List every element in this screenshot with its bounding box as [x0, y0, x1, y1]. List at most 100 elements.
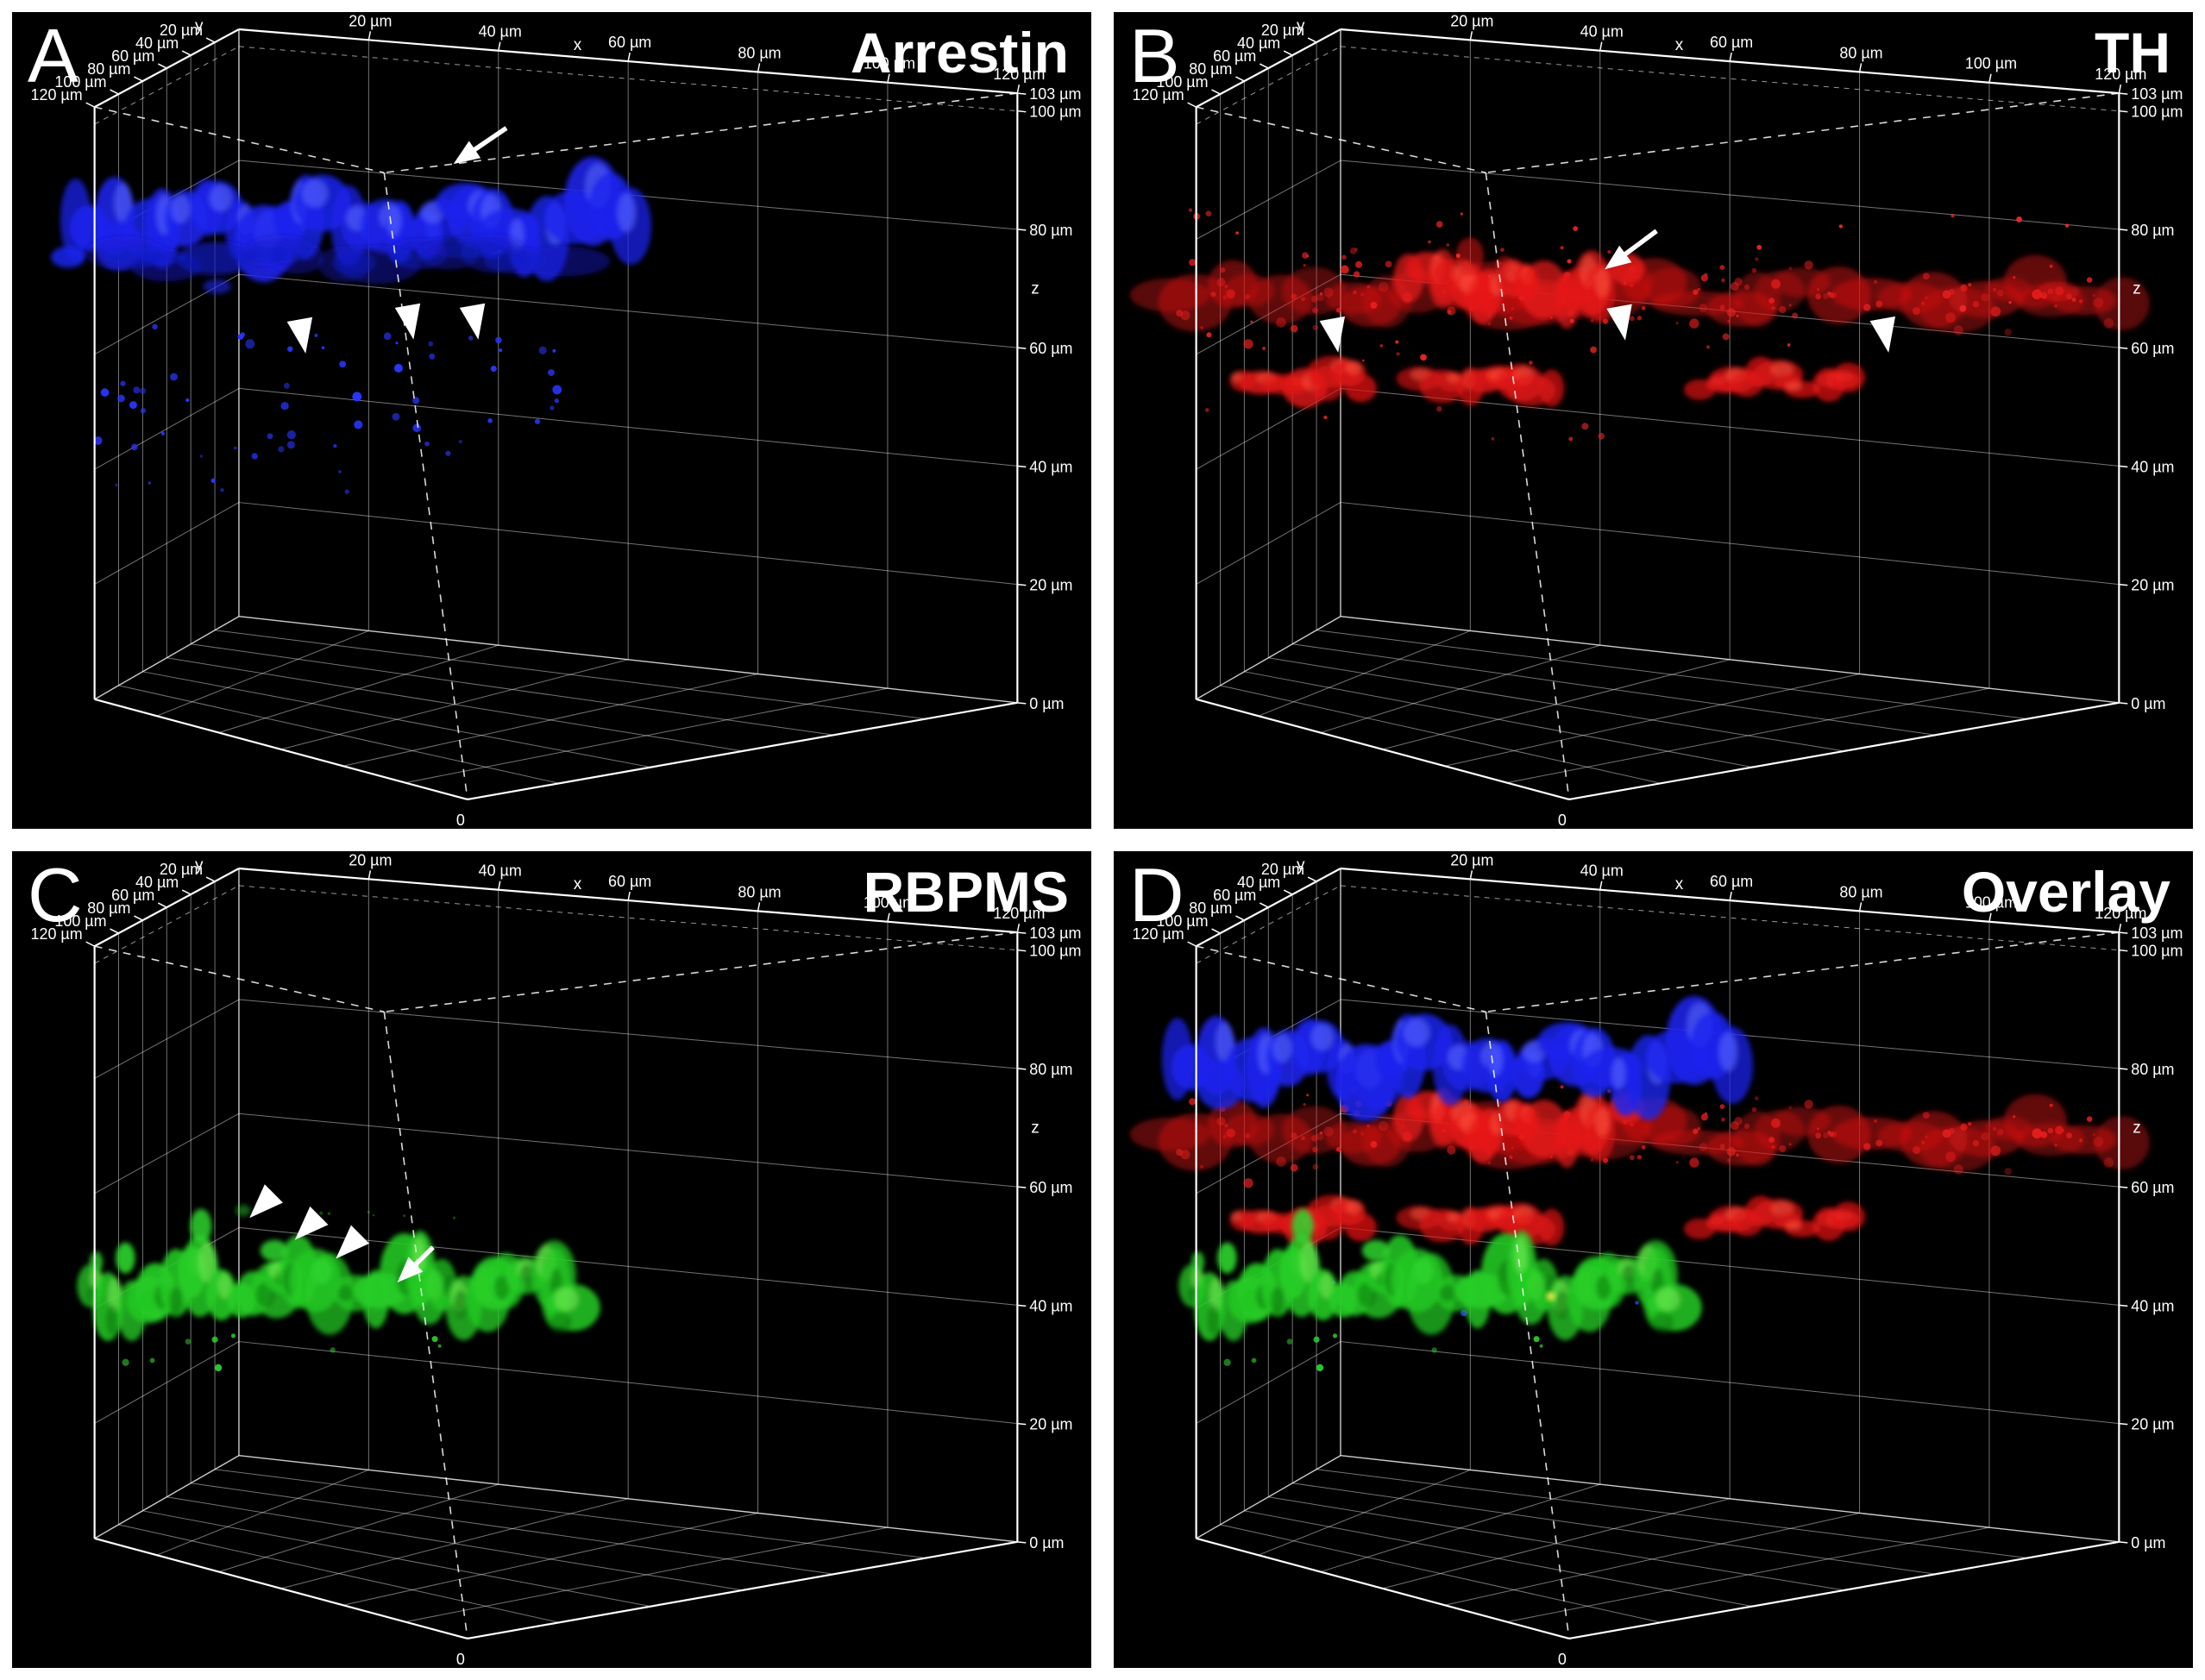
axis-tick-label: 103 µm [1029, 85, 1081, 103]
axis-tick-label: 40 µm [1237, 874, 1280, 891]
axis-tick-label: 20 µm [160, 22, 203, 39]
panel-overlay: 20 µm 40 µm 60 µm 80 µm 100 µm 120 µm 20 µm 40 … [1114, 851, 2193, 1668]
fluorescence-signal [1129, 208, 2150, 442]
axis-tick-label: 60 µm [111, 887, 154, 904]
panel-arrestin: 20 µm 40 µm 60 µm 80 µm 100 µm 120 µm 20 µm 40 … [12, 12, 1091, 829]
axis-tick-label: 80 µm [1029, 1061, 1072, 1078]
x-axis-letter: x [574, 36, 582, 54]
axis-tick-label: 120 µm [2095, 66, 2146, 83]
axis-tick-label: 100 µm [54, 73, 106, 91]
fluorescence-band [1229, 1194, 1377, 1248]
axis-tick-label: 60 µm [1213, 887, 1256, 904]
origin-label: 0 [456, 812, 465, 829]
fluorescence-blob [1361, 1239, 1391, 1262]
axis-tick-label: 80 µm [2131, 1061, 2174, 1078]
panel-stain-label: TH [2095, 21, 2170, 85]
arrowhead-annotation [459, 303, 486, 340]
axis-tick-label: 60 µm [2131, 340, 2174, 357]
axis-tick-label: 20 µm [1450, 12, 1493, 29]
z-axis-letter: z [1031, 1119, 1039, 1137]
axis-tick-label: 20 µm [1029, 1416, 1072, 1433]
fluorescence-blob [1191, 1251, 1205, 1273]
arrowhead-annotation [1319, 316, 1346, 353]
fluorescence-grain [1176, 246, 2114, 349]
axis-tick-label: 40 µm [2131, 1297, 2174, 1314]
axis-tick-label: 40 µm [2131, 458, 2174, 475]
arrow-annotation [468, 126, 508, 154]
panel-stain-label: Overlay [1961, 860, 2170, 924]
axis-tick-label: 80 µm [1839, 883, 1882, 900]
fluorescence-band [1683, 1195, 1866, 1241]
fluorescence-band [1229, 355, 1377, 409]
arrow-annotation [1619, 229, 1658, 260]
z-axis-letter: z [2133, 279, 2140, 298]
fluorescence-signal [1129, 995, 2150, 1372]
axis-tick-label: 103 µm [1029, 925, 1081, 942]
axis-tick-label: 20 µm [2131, 577, 2174, 594]
fluorescence-blob [90, 1251, 104, 1273]
fluorescence-blob [2036, 281, 2080, 302]
fluorescence-dots [93, 323, 562, 460]
fluorescence-dots [122, 1333, 442, 1372]
axis-tick-label: 20 µm [349, 12, 392, 29]
fluorescence-band [1396, 363, 1565, 407]
fluorescence-band [1396, 1202, 1565, 1246]
fluorescence-blob [1217, 1242, 1237, 1274]
axis-tick-label: 120 µm [993, 66, 1045, 83]
arrowhead-annotation [453, 141, 481, 165]
axis-tick-label: 60 µm [1213, 47, 1256, 65]
y-axis-letter: y [1297, 856, 1305, 874]
origin-label: 0 [1558, 1651, 1567, 1668]
fluorescence-blob [1413, 1257, 1434, 1284]
box-grid [94, 868, 1018, 1623]
axis-tick-label: 20 µm [1261, 861, 1304, 878]
axis-tick-label: 60 µm [1710, 34, 1753, 51]
panel-letter: D [1129, 852, 1184, 937]
panel-rbpms: 20 µm 40 µm 60 µm 80 µm 100 µm 120 µm 20 µm 40 … [12, 851, 1091, 1668]
box-frame [1195, 28, 2120, 801]
fluorescence-dots [319, 1211, 456, 1219]
arrowhead-annotation [1605, 245, 1632, 270]
fluorescence-band [1393, 1088, 1645, 1169]
axis-tick-label: 80 µm [738, 883, 781, 900]
y-axis-letter: y [195, 17, 204, 35]
axis-tick-label: 40 µm [1580, 862, 1624, 880]
axis-tick-label: 100 µm [1965, 55, 2017, 72]
axis-tick-label: 100 µm [1965, 894, 2017, 912]
arrowhead-annotation [286, 317, 313, 354]
z-axis-letter: z [1031, 279, 1039, 298]
annotations [286, 126, 508, 354]
fluorescence-blob [1494, 255, 1515, 279]
arrowhead-annotation [1869, 316, 1896, 353]
fluorescence-band [85, 234, 611, 285]
axis-tick-label: 40 µm [1029, 1297, 1072, 1314]
axis-tick-label: 40 µm [135, 34, 179, 52]
fluorescence-band [1161, 995, 1754, 1122]
annotations [1319, 229, 1896, 353]
fluorescence-blob [116, 1242, 135, 1274]
axis-tick-label: 60 µm [1029, 1179, 1072, 1196]
arrowhead-annotation [294, 1206, 329, 1240]
axis-tick-label: 60 µm [111, 47, 154, 65]
fluorescence-blob [1291, 1208, 1314, 1244]
axis-tick-label: 0 µm [2131, 1534, 2165, 1551]
axis-tick-label: 80 µm [1839, 44, 1882, 61]
fluorescence-signal [51, 156, 652, 494]
fluorescence-blob [260, 1239, 289, 1262]
axis-tick-label: 60 µm [2131, 1179, 2174, 1196]
axis-tick-label: 60 µm [1029, 340, 1072, 357]
axis-tick-label: 80 µm [1029, 222, 1072, 239]
axis-tick-label: 120 µm [31, 925, 83, 943]
x-axis-letter: x [574, 875, 582, 893]
fluorescence-grain [1176, 1085, 2114, 1188]
fluorescence-band [77, 1231, 600, 1342]
box-grid [1196, 29, 2120, 784]
